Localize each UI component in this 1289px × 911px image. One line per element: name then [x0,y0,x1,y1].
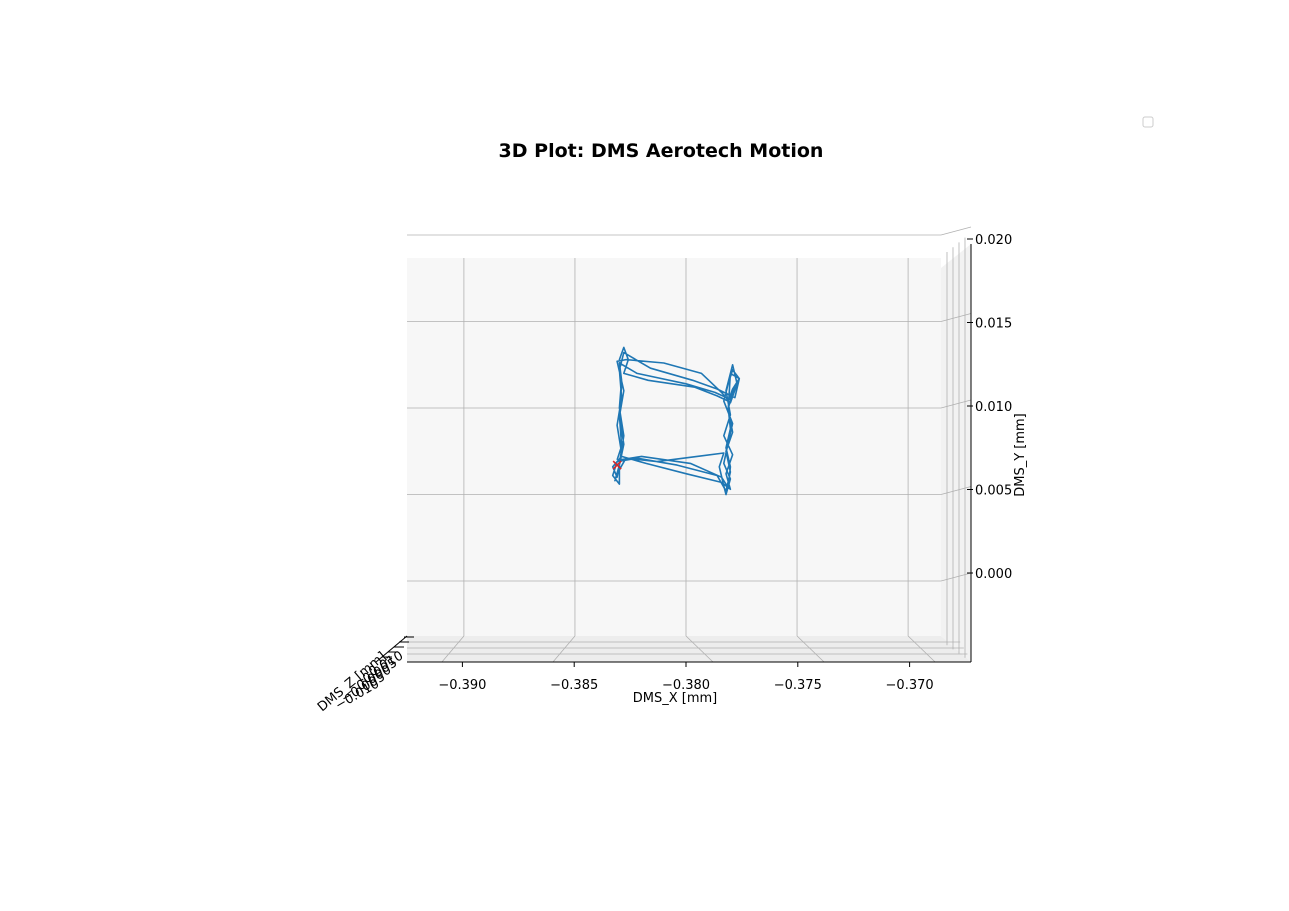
x-floor-grid-line [796,635,825,663]
axes-3d: −0.390 −0.385 −0.380 −0.375 −0.370 0.0000.00… [315,226,1028,715]
trajectory-line [611,346,741,496]
y-tick-label: 0.005 [975,484,1012,499]
y-side-grid-line [940,572,972,582]
depth-lines [407,226,972,663]
x-floor-grid-line [685,635,714,663]
y-side-grid-line [940,313,972,322]
x-floor-grid-line [441,635,465,663]
chart-title: 3D Plot: DMS Aerotech Motion [499,140,824,162]
floor-pane [407,636,971,662]
y-side-grid-line [940,486,972,495]
y-tick-label: 0.015 [975,317,1012,332]
grid-lines [407,234,941,636]
y-tick-label: 0.020 [975,233,1012,248]
x-floor-grid-line [552,635,576,663]
x-tick-label: −0.390 [438,678,486,693]
x-tick-label: −0.385 [550,678,598,693]
x-axis-label: DMS_X [mm] [633,691,718,706]
legend-box [1142,116,1154,128]
back-pane [407,258,941,636]
x-floor-grid-line [907,635,936,663]
x-tick-label: −0.370 [886,678,934,693]
y-tick-label: 0.010 [975,400,1012,415]
y-side-grid-line [940,399,972,409]
x-tick-label: −0.380 [662,678,710,693]
side-pane [941,244,971,662]
x-tick-label: −0.375 [774,678,822,693]
start-marker-stroke [612,460,622,470]
y-ticks: 0.000 0.005 0.010 0.015 0.020 [967,233,1012,582]
x-ticks: −0.390 −0.385 −0.380 −0.375 −0.370 [438,662,934,693]
markers [612,460,622,470]
z-axis-line [375,635,408,663]
y-axis-label: DMS_Y [mm] [1013,413,1028,497]
y-side-grid-line [940,226,972,236]
y-tick-label: 0.000 [975,567,1012,582]
